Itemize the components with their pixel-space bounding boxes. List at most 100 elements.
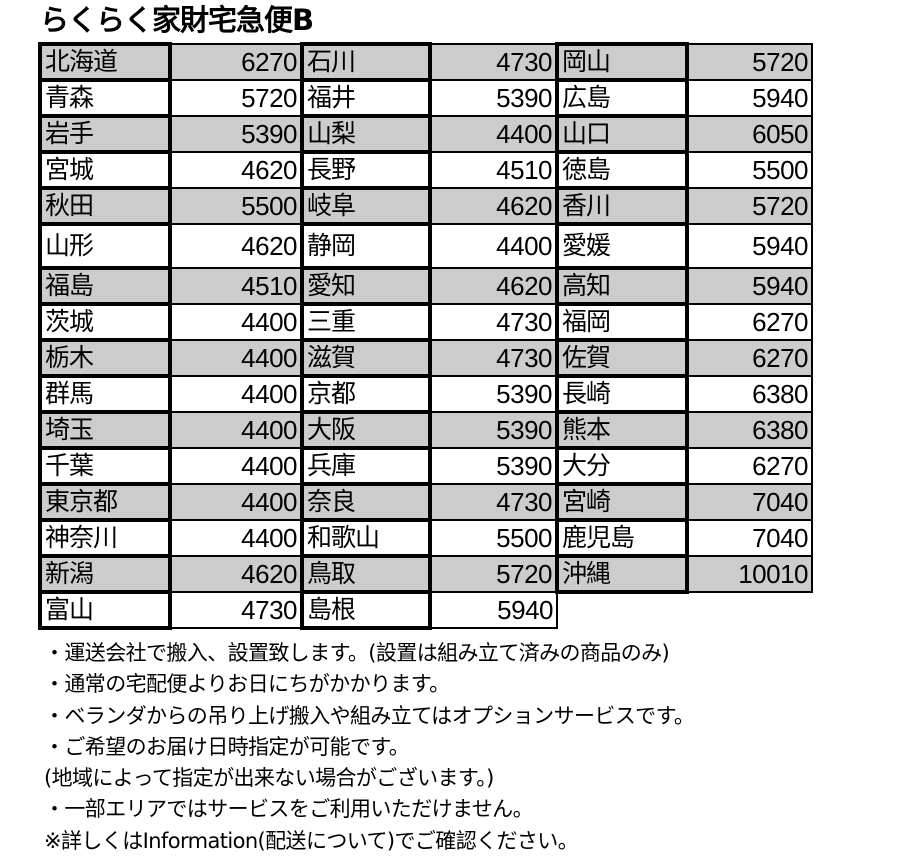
shipping-price: 6270 [686, 339, 813, 377]
prefecture-name: 奈良 [300, 482, 432, 522]
shipping-price: 5720 [429, 555, 558, 593]
shipping-price: 4620 [169, 223, 303, 269]
prefecture-name: 愛媛 [555, 222, 689, 270]
shipping-price: 5940 [429, 591, 558, 629]
prefecture-name: 北海道 [38, 42, 172, 82]
prefecture-name: 大分 [555, 446, 689, 486]
prefecture-name: 埼玉 [38, 410, 172, 450]
shipping-price: 7040 [686, 519, 813, 557]
prefecture-name: 愛知 [300, 266, 432, 306]
prefecture-name: 栃木 [38, 338, 172, 378]
shipping-price: 5940 [686, 267, 813, 305]
shipping-price: 4620 [429, 267, 558, 305]
shipping-price: 5720 [169, 79, 303, 117]
shipping-price: 4620 [429, 187, 558, 225]
prefecture-name: 島根 [300, 590, 432, 630]
shipping-price: 4400 [169, 375, 303, 413]
prefecture-name: 岡山 [555, 42, 689, 82]
shipping-price: 5720 [686, 187, 813, 225]
shipping-price: 4400 [429, 223, 558, 269]
shipping-price: 5940 [686, 223, 813, 269]
table-row: 岩手 5390 山梨 4400 山口 6050 [38, 114, 813, 154]
shipping-price: 5390 [169, 115, 303, 153]
shipping-price: 4730 [429, 303, 558, 341]
prefecture-name: 大阪 [300, 410, 432, 450]
shipping-price: 5500 [429, 519, 558, 557]
shipping-price: 4730 [429, 43, 558, 81]
shipping-price: 4730 [429, 483, 558, 521]
table-row: 千葉 4400 兵庫 5390 大分 6270 [38, 446, 813, 486]
shipping-price: 4400 [429, 115, 558, 153]
prefecture-name: 福島 [38, 266, 172, 306]
shipping-price: 4620 [169, 555, 303, 593]
prefecture-name: 富山 [38, 590, 172, 630]
table-row: 神奈川 4400 和歌山 5500 鹿児島 7040 [38, 518, 813, 558]
shipping-price: 4620 [169, 151, 303, 189]
shipping-price: 5390 [429, 447, 558, 485]
prefecture-name: 千葉 [38, 446, 172, 486]
table-row: 群馬 4400 京都 5390 長崎 6380 [38, 374, 813, 414]
shipping-price: 4400 [169, 339, 303, 377]
prefecture-name: 青森 [38, 78, 172, 118]
note-line: ※詳しくはInformation(配送について)でご確認ください。 [44, 828, 579, 853]
shipping-price: 7040 [686, 483, 813, 521]
empty-cell [557, 592, 687, 628]
table-row: 東京都 4400 奈良 4730 宮崎 7040 [38, 482, 813, 522]
shipping-price: 4400 [169, 303, 303, 341]
prefecture-name: 山梨 [300, 114, 432, 154]
prefecture-name: 佐賀 [555, 338, 689, 378]
shipping-price: 10010 [686, 555, 813, 593]
prefecture-name: 石川 [300, 42, 432, 82]
shipping-price: 4730 [169, 591, 303, 629]
prefecture-name: 群馬 [38, 374, 172, 414]
prefecture-name: 沖縄 [555, 554, 689, 594]
prefecture-name: 新潟 [38, 554, 172, 594]
table-row: 秋田 5500 岐阜 4620 香川 5720 [38, 186, 813, 226]
note-line: (地域によって指定が出来ない場合がございます。) [44, 766, 494, 791]
prefecture-name: 東京都 [38, 482, 172, 522]
prefecture-name: 宮崎 [555, 482, 689, 522]
page-title: らくらく家財宅急便B [40, 3, 314, 37]
prefecture-name: 長野 [300, 150, 432, 190]
shipping-price: 5390 [429, 375, 558, 413]
prefecture-name: 鳥取 [300, 554, 432, 594]
shipping-price: 5720 [686, 43, 813, 81]
shipping-price: 6050 [686, 115, 813, 153]
prefecture-name: 京都 [300, 374, 432, 414]
note-line: ・一部エリアではサービスをご利用いただけません。 [44, 797, 534, 822]
prefecture-name: 岩手 [38, 114, 172, 154]
prefecture-name: 熊本 [555, 410, 689, 450]
shipping-price: 4510 [429, 151, 558, 189]
prefecture-name: 長崎 [555, 374, 689, 414]
shipping-price: 6380 [686, 375, 813, 413]
table-row: 北海道 6270 石川 4730 岡山 5720 [38, 42, 813, 82]
shipping-price: 4400 [169, 411, 303, 449]
note-line: ・ご希望のお届け日時指定が可能です。 [44, 734, 410, 759]
shipping-price: 5940 [686, 79, 813, 117]
table-row: 宮城 4620 長野 4510 徳島 5500 [38, 150, 813, 190]
shipping-price: 4400 [169, 447, 303, 485]
table-row: 埼玉 4400 大阪 5390 熊本 6380 [38, 410, 813, 450]
shipping-price: 6380 [686, 411, 813, 449]
prefecture-name: 徳島 [555, 150, 689, 190]
prefecture-name: 鹿児島 [555, 518, 689, 558]
prefecture-name: 神奈川 [38, 518, 172, 558]
prefecture-name: 茨城 [38, 302, 172, 342]
prefecture-name: 三重 [300, 302, 432, 342]
shipping-price: 6270 [169, 43, 303, 81]
shipping-price: 5500 [686, 151, 813, 189]
prefecture-name: 山口 [555, 114, 689, 154]
shipping-price: 4730 [429, 339, 558, 377]
prefecture-name: 山形 [38, 222, 172, 270]
note-line: ・ベランダからの吊り上げ搬入や組み立てはオプションサービスです。 [44, 703, 695, 728]
prefecture-name: 福井 [300, 78, 432, 118]
prefecture-name: 福岡 [555, 302, 689, 342]
shipping-price: 4510 [169, 267, 303, 305]
empty-cell [687, 592, 812, 628]
prefecture-name: 高知 [555, 266, 689, 306]
table-row: 山形 4620 静岡 4400 愛媛 5940 [38, 222, 813, 270]
note-line: ・通常の宅配便よりお日にちがかかります。 [44, 672, 450, 697]
prefecture-name: 静岡 [300, 222, 432, 270]
table-row: 栃木 4400 滋賀 4730 佐賀 6270 [38, 338, 813, 378]
table-row: 茨城 4400 三重 4730 福岡 6270 [38, 302, 813, 342]
